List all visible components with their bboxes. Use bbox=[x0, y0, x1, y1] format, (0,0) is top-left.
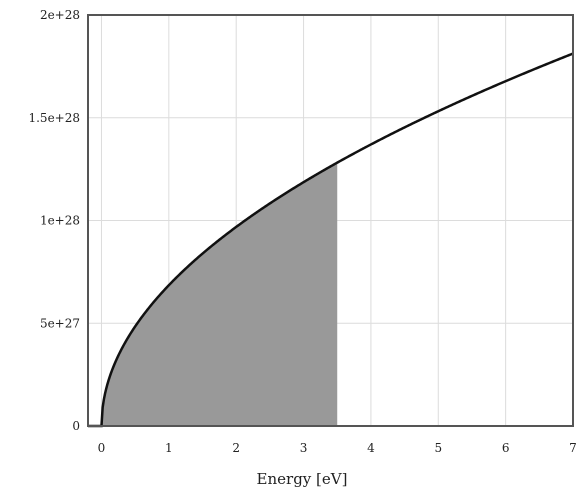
curve-layer bbox=[88, 52, 574, 428]
y-tick-label-3: 1.5e+28 bbox=[28, 111, 80, 125]
x-tick-label-1: 1 bbox=[165, 441, 173, 455]
x-tick-label-7: 7 bbox=[569, 441, 577, 455]
x-tick-label-3: 3 bbox=[300, 441, 308, 455]
x-tick-label-0: 0 bbox=[98, 441, 106, 455]
y-tick-labels: 0 5e+27 1e+28 1.5e+28 2e+28 bbox=[28, 8, 80, 433]
y-tick-label-0: 0 bbox=[72, 419, 80, 433]
plot-frame bbox=[87, 14, 574, 427]
x-tick-label-4: 4 bbox=[367, 441, 375, 455]
x-tick-label-5: 5 bbox=[434, 441, 442, 455]
y-tick-label-2: 1e+28 bbox=[40, 214, 80, 228]
x-axis-title: Energy [eV] bbox=[257, 470, 348, 488]
density-curve-line bbox=[88, 52, 574, 428]
y-tick-label-1: 5e+27 bbox=[40, 316, 80, 330]
filled-region-layer bbox=[101, 162, 338, 426]
y-tick-label-4: 2e+28 bbox=[40, 8, 80, 22]
x-tick-label-2: 2 bbox=[232, 441, 240, 455]
filled-area-under-curve bbox=[101, 162, 338, 426]
x-tick-labels: 0 1 2 3 4 5 6 7 bbox=[98, 441, 577, 455]
x-tick-label-6: 6 bbox=[502, 441, 510, 455]
